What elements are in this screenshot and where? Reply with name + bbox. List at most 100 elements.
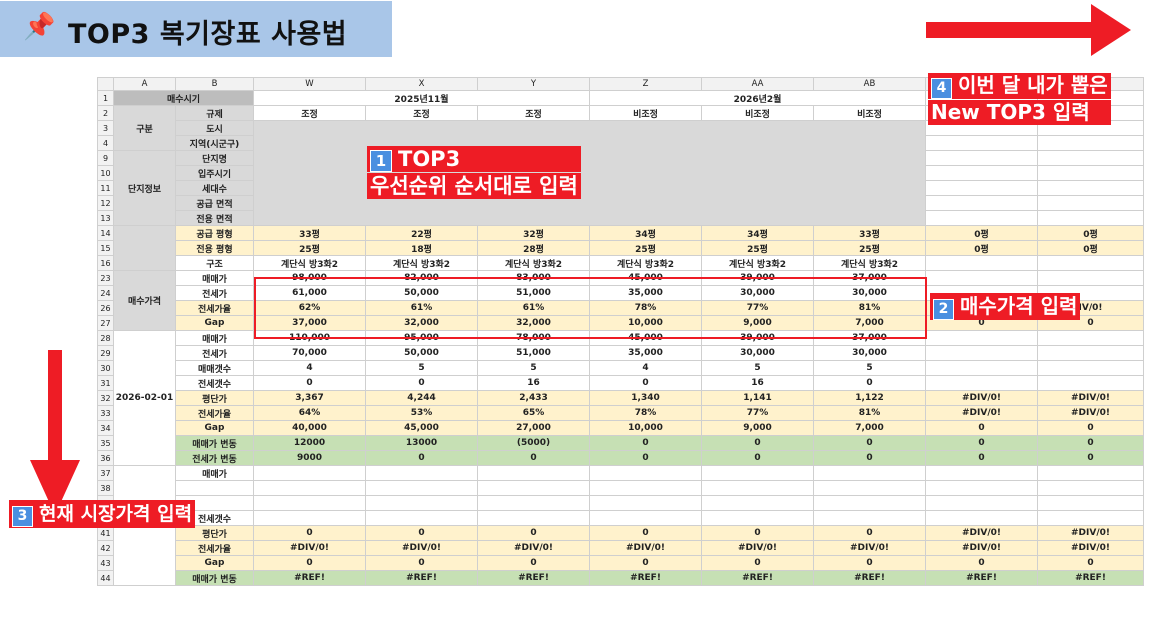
data-cell[interactable]: #DIV/0! [1037, 540, 1144, 556]
row-label[interactable]: 전용 면적 [175, 210, 254, 226]
data-cell[interactable]: 조정 [365, 105, 478, 121]
row-label[interactable]: 단지명 [175, 150, 254, 166]
data-cell[interactable]: 0 [477, 450, 590, 466]
data-cell[interactable]: 81% [813, 405, 926, 421]
data-cell[interactable]: 7,000 [813, 315, 926, 331]
select-all-corner[interactable] [97, 77, 114, 91]
data-cell[interactable]: 35,000 [589, 345, 702, 361]
data-cell[interactable]: 25평 [813, 240, 926, 256]
data-cell[interactable]: 9,000 [701, 420, 814, 436]
data-cell[interactable]: #REF! [253, 570, 366, 586]
data-cell[interactable]: 25평 [701, 240, 814, 256]
data-cell[interactable]: 0 [1037, 435, 1144, 451]
data-cell[interactable]: 53% [365, 405, 478, 421]
row-label[interactable]: 매매가 [175, 270, 254, 286]
data-cell[interactable] [253, 495, 366, 511]
data-cell[interactable] [1037, 360, 1144, 376]
data-cell[interactable]: 9000 [253, 450, 366, 466]
data-cell[interactable]: 32평 [477, 225, 590, 241]
buy-time-label[interactable]: 매수시기 [113, 90, 254, 106]
data-cell[interactable]: 0 [813, 525, 926, 541]
data-cell[interactable]: 0 [365, 525, 478, 541]
data-cell[interactable]: 61% [477, 300, 590, 316]
row-label[interactable] [175, 480, 254, 496]
column-header[interactable]: Z [589, 77, 702, 91]
data-cell[interactable]: 5 [477, 360, 590, 376]
data-cell[interactable] [1037, 375, 1144, 391]
top3-input-area[interactable] [253, 120, 926, 226]
row-label[interactable]: 도시 [175, 120, 254, 136]
data-cell[interactable]: 40,000 [253, 420, 366, 436]
data-cell[interactable]: 50,000 [365, 345, 478, 361]
data-cell[interactable] [477, 495, 590, 511]
data-cell[interactable] [1037, 270, 1144, 286]
data-cell[interactable]: 64% [253, 405, 366, 421]
data-cell[interactable] [925, 255, 1038, 271]
data-cell[interactable]: 계단식 방3화2 [589, 255, 702, 271]
row-label[interactable]: 공급 면적 [175, 195, 254, 211]
data-cell[interactable]: 1,141 [701, 390, 814, 406]
data-cell[interactable] [365, 510, 478, 526]
data-cell[interactable]: 70,000 [253, 345, 366, 361]
row-label[interactable]: 규제 [175, 105, 254, 121]
data-cell[interactable]: 28평 [477, 240, 590, 256]
data-cell[interactable]: 78% [589, 405, 702, 421]
data-cell[interactable] [1037, 330, 1144, 346]
data-cell[interactable]: #REF! [477, 570, 590, 586]
data-cell[interactable]: 1,122 [813, 390, 926, 406]
data-cell[interactable]: #DIV/0! [813, 540, 926, 556]
data-cell[interactable] [1037, 465, 1144, 481]
row-label[interactable]: 매매가 [175, 465, 254, 481]
data-cell[interactable]: 5 [701, 360, 814, 376]
data-cell[interactable]: #REF! [813, 570, 926, 586]
data-cell[interactable]: 0 [589, 555, 702, 571]
column-header[interactable]: W [253, 77, 366, 91]
data-cell[interactable]: 32,000 [365, 315, 478, 331]
data-cell[interactable]: #DIV/0! [253, 540, 366, 556]
data-cell[interactable]: 0 [813, 375, 926, 391]
data-cell[interactable]: 30,000 [813, 345, 926, 361]
data-cell[interactable]: 0 [253, 525, 366, 541]
data-cell[interactable] [925, 465, 1038, 481]
data-cell[interactable]: 0 [589, 375, 702, 391]
data-cell[interactable]: #DIV/0! [925, 525, 1038, 541]
data-cell[interactable]: 0 [1037, 555, 1144, 571]
data-cell[interactable] [925, 135, 1038, 151]
data-cell[interactable]: #DIV/0! [701, 540, 814, 556]
data-cell[interactable] [477, 465, 590, 481]
data-cell[interactable]: 0 [477, 525, 590, 541]
data-cell[interactable]: 0 [925, 555, 1038, 571]
data-cell[interactable]: 51,000 [477, 345, 590, 361]
data-cell[interactable]: 0 [701, 525, 814, 541]
data-cell[interactable]: 5 [365, 360, 478, 376]
data-cell[interactable]: 81% [813, 300, 926, 316]
data-cell[interactable] [925, 210, 1038, 226]
row-label[interactable]: 매매갯수 [175, 360, 254, 376]
data-cell[interactable]: 0 [1037, 420, 1144, 436]
column-header[interactable]: AA [701, 77, 814, 91]
data-cell[interactable]: 0 [589, 525, 702, 541]
data-cell[interactable] [1037, 135, 1144, 151]
data-cell[interactable]: #DIV/0! [1037, 525, 1144, 541]
group-label-date[interactable]: 2026-02-01 [113, 330, 176, 466]
data-cell[interactable]: 61,000 [253, 285, 366, 301]
data-cell[interactable]: 33평 [813, 225, 926, 241]
column-header[interactable]: AB [813, 77, 926, 91]
data-cell[interactable] [701, 480, 814, 496]
data-cell[interactable]: 4 [589, 360, 702, 376]
row-label[interactable]: 구조 [175, 255, 254, 271]
row-label[interactable]: 전용 평형 [175, 240, 254, 256]
row-label[interactable]: 공급 평형 [175, 225, 254, 241]
data-cell[interactable] [1037, 495, 1144, 511]
data-cell[interactable]: 0평 [1037, 225, 1144, 241]
data-cell[interactable] [477, 510, 590, 526]
data-cell[interactable] [365, 480, 478, 496]
data-cell[interactable]: #DIV/0! [477, 540, 590, 556]
month-header[interactable]: 2026년2월 [589, 90, 926, 106]
data-cell[interactable]: 0평 [925, 225, 1038, 241]
row-label[interactable]: 평단가 [175, 390, 254, 406]
data-cell[interactable]: 7,000 [813, 420, 926, 436]
data-cell[interactable]: 33평 [253, 225, 366, 241]
data-cell[interactable]: 0 [701, 435, 814, 451]
data-cell[interactable]: #REF! [1037, 570, 1144, 586]
